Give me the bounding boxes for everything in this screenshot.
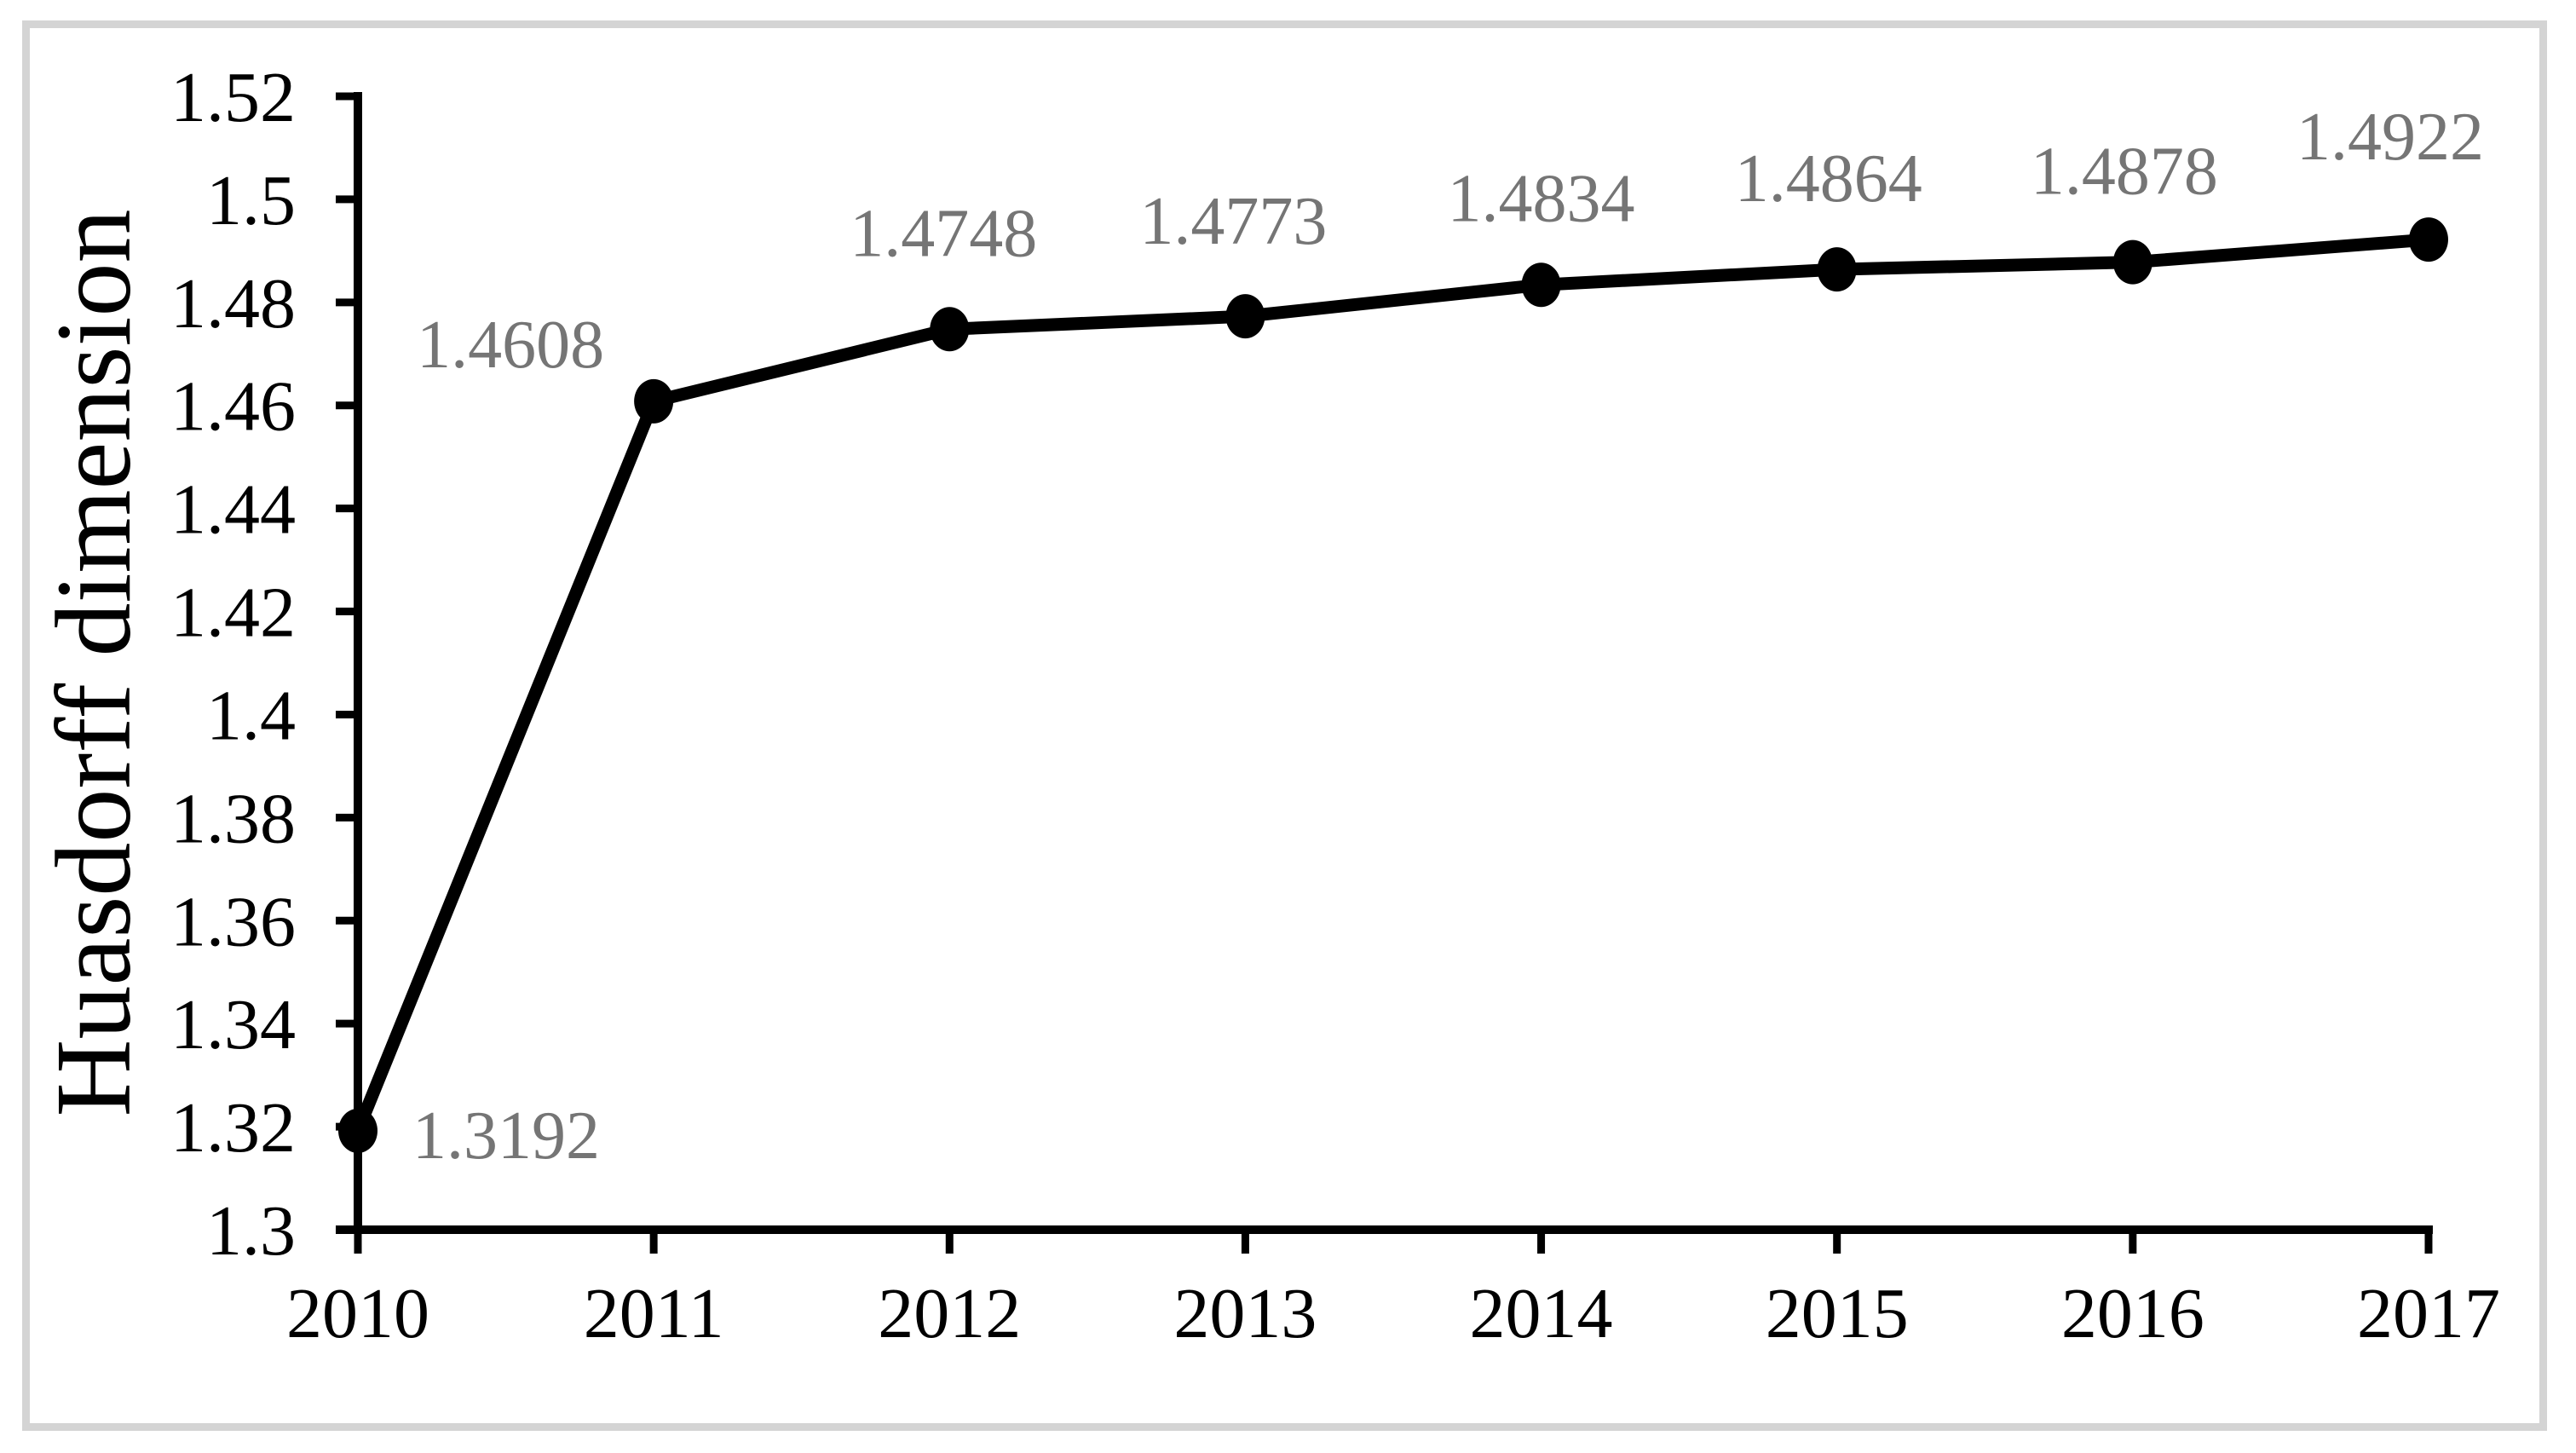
y-tick-label: 1.4 [206, 676, 296, 755]
data-point-marker [1817, 247, 1857, 292]
y-tick-label: 1.3 [206, 1191, 296, 1271]
y-tick-label: 1.44 [170, 470, 296, 550]
figure-border [22, 20, 2547, 1431]
series-line [352, 233, 2429, 1133]
data-point-label: 1.4834 [1448, 161, 1635, 236]
y-tick-label: 1.46 [170, 367, 296, 447]
y-tick-label: 1.42 [170, 574, 296, 653]
data-point-marker [2112, 239, 2152, 285]
y-tick-label: 1.36 [170, 882, 296, 961]
y-tick-label: 1.34 [170, 985, 296, 1064]
x-tick-label: 2016 [2061, 1274, 2204, 1353]
data-point-label: 1.4773 [1139, 184, 1327, 259]
data-point-marker [2408, 217, 2448, 262]
data-point-label: 1.4922 [2297, 100, 2484, 175]
x-tick-label: 2010 [286, 1274, 429, 1353]
x-tick-label: 2013 [1173, 1274, 1317, 1353]
data-point-marker [1521, 262, 1561, 308]
y-tick-label: 1.32 [170, 1088, 296, 1168]
y-tick-label: 1.48 [170, 264, 296, 343]
data-point-label: 1.4608 [417, 308, 604, 383]
x-tick-label: 2017 [2357, 1274, 2500, 1353]
data-point-label: 1.3192 [412, 1098, 600, 1173]
data-point-marker [634, 378, 674, 424]
y-axis-title: Huasdorff dimension [35, 209, 153, 1117]
y-tick-label: 1.5 [206, 161, 296, 240]
x-tick-label: 2011 [584, 1274, 724, 1353]
y-tick-label: 1.52 [170, 58, 296, 137]
data-point-label: 1.4878 [2031, 135, 2218, 210]
data-point-marker [338, 1108, 377, 1153]
data-point-marker [930, 307, 970, 352]
x-tick-label: 2012 [878, 1274, 1021, 1353]
x-tick-label: 2015 [1766, 1274, 1909, 1353]
x-tick-label: 2014 [1470, 1274, 1613, 1353]
data-point-label: 1.4748 [850, 196, 1037, 271]
data-point-label: 1.4864 [1735, 141, 1922, 216]
y-tick-label: 1.38 [170, 779, 296, 858]
data-point-marker [1225, 294, 1265, 339]
